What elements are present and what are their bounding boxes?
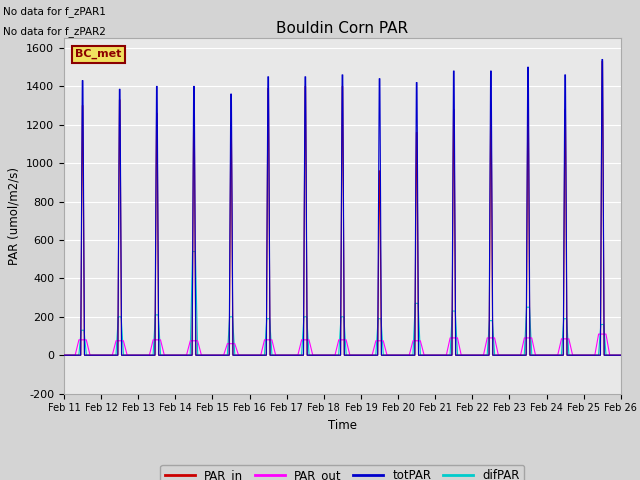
Text: No data for f_zPAR1: No data for f_zPAR1 [3, 6, 106, 17]
Title: Bouldin Corn PAR: Bouldin Corn PAR [276, 21, 408, 36]
Text: BC_met: BC_met [75, 49, 122, 60]
X-axis label: Time: Time [328, 419, 357, 432]
Y-axis label: PAR (umol/m2/s): PAR (umol/m2/s) [8, 167, 20, 265]
Legend: PAR_in, PAR_out, totPAR, difPAR: PAR_in, PAR_out, totPAR, difPAR [161, 465, 524, 480]
Text: No data for f_zPAR2: No data for f_zPAR2 [3, 25, 106, 36]
